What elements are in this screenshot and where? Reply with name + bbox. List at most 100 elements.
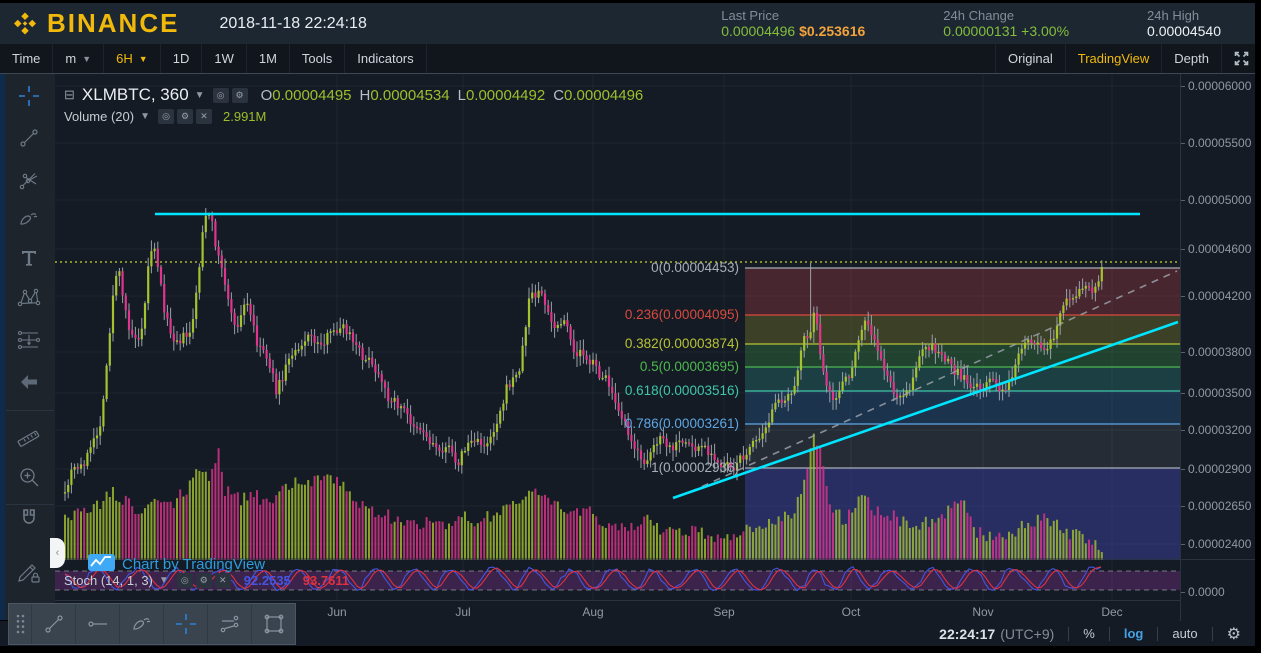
stat-label: 24h Change <box>943 7 1015 23</box>
log-scale-button[interactable]: log <box>1123 626 1144 641</box>
percent-scale-button[interactable]: % <box>1083 626 1095 641</box>
toolbar-button-1d[interactable]: 1D <box>161 44 203 73</box>
divider <box>6 410 54 411</box>
horizontal-ray-tool[interactable] <box>75 604 119 644</box>
settings-gear-icon[interactable]: ⚙ <box>195 573 212 588</box>
toolbar-collapse-handle[interactable]: ‹ <box>50 538 65 568</box>
price-axis-label: 0.00003500 <box>1188 386 1252 400</box>
toolbar-button-1m[interactable]: 1M <box>247 44 290 73</box>
fib-level-label: 0.786(0.00003261) <box>625 416 739 431</box>
header-timestamp: 2018-11-18 22:24:18 <box>219 14 367 32</box>
time-axis-label: Jun <box>327 605 347 619</box>
toolbar-button-tools[interactable]: Tools <box>290 44 346 73</box>
settings-gear-icon[interactable]: ⚙ <box>177 109 193 124</box>
zoom-in-tool[interactable] <box>14 462 44 492</box>
divider <box>6 504 54 505</box>
price-chart[interactable]: 0(0.00004453) 0.236(0.00004095) 0.382(0.00… <box>55 74 1180 620</box>
symbol-title[interactable]: XLMBTC, 360 <box>81 85 189 104</box>
crosshair-tool[interactable] <box>163 604 207 644</box>
close-icon[interactable]: ✕ <box>196 109 212 124</box>
price-axis-label: 0.0000 <box>1188 585 1225 599</box>
time-axis-label: Dec <box>1101 605 1123 619</box>
chart-mode-buttons: Original TradingView Depth <box>994 44 1261 73</box>
toolbar-button-depth[interactable]: Depth <box>1161 44 1221 73</box>
fullscreen-button[interactable] <box>1221 44 1261 73</box>
toolbar-button-tradingview[interactable]: TradingView <box>1064 44 1162 73</box>
stat-label: 24h High <box>1147 7 1200 23</box>
trend-line-tool[interactable] <box>31 604 75 644</box>
stat-value: 0.00004496 <box>721 22 796 39</box>
visibility-toggle-icon[interactable]: ◎ <box>158 109 174 124</box>
volume-label[interactable]: Volume (20) <box>64 109 135 124</box>
fib-level-label: 0(0.00004453) <box>651 260 739 275</box>
header-stats: Last Price 0.00004496 $0.253616 24h Chang… <box>721 8 1221 40</box>
stat-value: 0.00004540 <box>1147 22 1221 39</box>
visibility-toggle-icon[interactable]: ◎ <box>176 573 193 588</box>
header-bar: BINANCE 2018-11-18 22:24:18 Last Price 0… <box>0 3 1261 44</box>
chevron-down-icon[interactable]: ▼ <box>194 89 205 101</box>
ruler-tool[interactable] <box>14 420 44 450</box>
brush-tool[interactable] <box>14 204 44 234</box>
clock-timezone[interactable]: (UTC+9) <box>1000 625 1055 642</box>
clock-time[interactable]: 22:24:17 <box>939 625 996 642</box>
toolbar-button-1w[interactable]: 1W <box>202 44 247 73</box>
price-axis-label: 0.00002400 <box>1188 537 1252 551</box>
binance-brand[interactable]: BINANCE <box>10 8 179 39</box>
stat-label: Last Price <box>721 7 780 23</box>
price-axis[interactable]: 0.00006000 0.00005500 0.00005000 0.00004600… <box>1180 74 1256 620</box>
price-axis-label: 0.00004600 <box>1188 242 1252 256</box>
toolbar-button-m[interactable]: m ▼ <box>53 44 105 73</box>
crosshair-tool[interactable] <box>14 81 44 111</box>
toolbar-button-indicators[interactable]: Indicators <box>345 44 427 73</box>
brush-tool[interactable] <box>119 604 163 644</box>
back-arrow-tool[interactable] <box>14 367 44 397</box>
xabcd-pattern-tool[interactable] <box>14 283 44 313</box>
toolbar-button-6h[interactable]: 6H ▼ <box>104 44 161 73</box>
drawing-toolbar <box>0 74 55 620</box>
toolbar-button-original[interactable]: Original <box>994 44 1065 73</box>
price-axis-label: 0.00002650 <box>1188 499 1252 513</box>
time-axis-label: Sep <box>713 605 735 619</box>
toolbar-button-time[interactable]: Time <box>0 44 54 73</box>
parallel-channel-tool[interactable] <box>207 604 251 644</box>
fib-level-label: 0.236(0.00004095) <box>625 307 739 322</box>
header-stat: 24h Change 0.00000131 +3.00% <box>943 8 1069 40</box>
stat-value: 0.00000131 <box>943 22 1018 39</box>
close-icon[interactable]: ✕ <box>214 573 231 588</box>
time-axis-label: Oct <box>841 605 861 619</box>
auto-scale-button[interactable]: auto <box>1172 626 1198 641</box>
time-axis[interactable]: Jun Jul Aug Sep Oct Nov Dec <box>55 600 1255 621</box>
price-axis-label: 0.00004200 <box>1188 289 1252 303</box>
binance-logo-icon <box>14 12 36 34</box>
stoch-k-value: 92.2535 <box>243 573 291 588</box>
text-tool[interactable] <box>14 243 44 273</box>
favorite-drawings-toolbar <box>8 603 296 645</box>
gann-fan-tool[interactable] <box>14 165 44 195</box>
settings-gear-icon[interactable]: ⚙ <box>1226 625 1241 643</box>
window-edge <box>1255 0 1261 653</box>
window-edge <box>0 0 1261 3</box>
chevron-down-icon[interactable]: ▼ <box>140 111 150 122</box>
price-axis-label: 0.00006000 <box>1188 79 1252 93</box>
stoch-label[interactable]: Stoch (14, 1, 3) <box>64 573 153 588</box>
interval-buttons: Time m ▼ 6H ▼ 1D 1W 1M Tools Indicators <box>0 44 427 73</box>
settings-gear-icon[interactable]: ⚙ <box>231 87 248 103</box>
fib-level-label: 1(0.00002936) <box>651 460 739 475</box>
tradingview-watermark: Chart by TradingView <box>122 556 265 573</box>
magnet-tool[interactable] <box>14 503 44 533</box>
window-edge <box>0 646 1261 653</box>
chevron-down-icon[interactable]: ▼ <box>158 575 169 586</box>
ohlc-values: O0.00004495 H0.00004534 L0.00004492 C0.0000… <box>260 86 644 104</box>
rectangle-tool[interactable] <box>251 604 295 644</box>
collapse-pane-icon[interactable]: ⊟ <box>64 87 75 102</box>
price-axis-label: 0.00005500 <box>1188 136 1252 150</box>
trend-line-tool[interactable] <box>14 123 44 153</box>
drag-grip-icon[interactable] <box>9 604 31 644</box>
time-axis-label: Aug <box>582 605 604 619</box>
price-axis-label: 0.00003200 <box>1188 423 1252 437</box>
chart-toolbar: Time m ▼ 6H ▼ 1D 1W 1M Tools Indicators Original T… <box>0 44 1261 74</box>
forecast-tool[interactable] <box>14 325 44 355</box>
draw-lock-tool[interactable] <box>14 557 44 587</box>
visibility-toggle-icon[interactable]: ◎ <box>212 87 229 103</box>
price-axis-label: 0.00003800 <box>1188 345 1252 359</box>
